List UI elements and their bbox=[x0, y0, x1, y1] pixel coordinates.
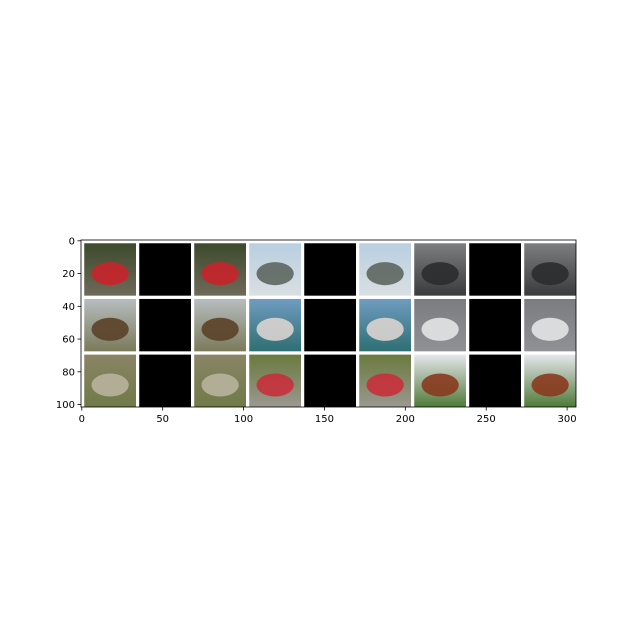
black-tile bbox=[469, 243, 521, 296]
photo-subject bbox=[421, 262, 459, 286]
black-tile bbox=[304, 354, 356, 407]
y-tick-label: 60 bbox=[62, 335, 75, 346]
x-tick-label: 250 bbox=[477, 414, 496, 425]
black-tile bbox=[469, 354, 521, 407]
photo-subject bbox=[531, 262, 569, 286]
y-tick-label: 0 bbox=[69, 236, 75, 247]
photo-subject bbox=[366, 317, 404, 341]
black-tile bbox=[304, 243, 356, 296]
black-tile bbox=[139, 243, 191, 296]
photo-subject bbox=[201, 262, 239, 286]
x-tick-label: 300 bbox=[558, 414, 577, 425]
photo-subject bbox=[421, 317, 459, 341]
black-tile bbox=[304, 298, 356, 352]
image-grid bbox=[84, 243, 576, 407]
x-tick-label: 200 bbox=[396, 414, 415, 425]
photo-subject bbox=[421, 373, 459, 397]
photo-subject bbox=[91, 373, 129, 397]
x-tick-label: 150 bbox=[315, 414, 334, 425]
y-tick-label: 40 bbox=[62, 302, 75, 313]
photo-subject bbox=[201, 373, 239, 397]
x-tick-label: 50 bbox=[156, 414, 169, 425]
photo-subject bbox=[91, 262, 129, 286]
y-tick-label: 20 bbox=[62, 269, 75, 280]
x-tick-label: 100 bbox=[234, 414, 253, 425]
photo-subject bbox=[531, 317, 569, 341]
photo-subject bbox=[201, 317, 239, 341]
photo-subject bbox=[366, 262, 404, 286]
black-tile bbox=[469, 298, 521, 352]
photo-subject bbox=[256, 317, 294, 341]
black-tile bbox=[139, 354, 191, 407]
x-tick-label: 0 bbox=[79, 414, 85, 425]
axes-frame bbox=[80, 239, 577, 408]
photo-subject bbox=[256, 373, 294, 397]
black-tile bbox=[139, 298, 191, 352]
y-tick-label: 100 bbox=[56, 400, 75, 411]
photo-subject bbox=[256, 262, 294, 286]
photo-subject bbox=[531, 373, 569, 397]
photo-subject bbox=[91, 317, 129, 341]
y-tick-label: 80 bbox=[62, 367, 75, 378]
photo-subject bbox=[366, 373, 404, 397]
